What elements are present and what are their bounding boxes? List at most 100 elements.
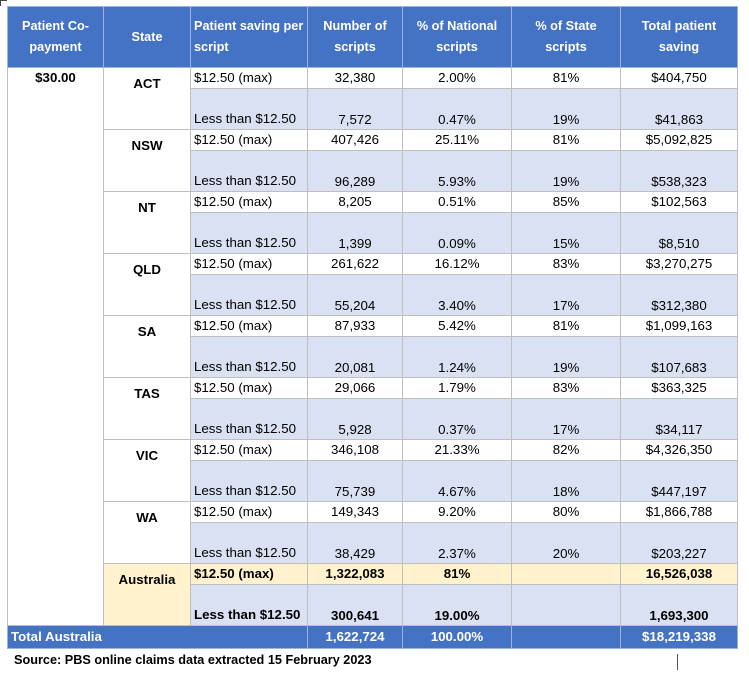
saving-label-max: $12.50 (max) [190, 129, 308, 151]
state-name-cell: NSW [103, 129, 191, 192]
total-saving-cell: $8,510 [620, 212, 738, 254]
header-copay: Patient Co-payment [7, 6, 104, 68]
state-name-cell: NT [103, 191, 191, 254]
state-pct-cell: 83% [511, 377, 621, 399]
state-name-cell: SA [103, 315, 191, 378]
total-saving-cell: $1,099,163 [620, 315, 738, 337]
saving-label-max: $12.50 (max) [190, 191, 308, 213]
scripts-cell: 5,928 [307, 398, 403, 440]
header-saving: Patient saving per script [190, 6, 308, 68]
national-pct-cell: 0.47% [402, 88, 512, 130]
saving-label-max: $12.50 (max) [190, 439, 308, 461]
total-saving-cell: $34,117 [620, 398, 738, 440]
total-saving-cell: $5,092,825 [620, 129, 738, 151]
header-state-pct: % of State scripts [511, 6, 621, 68]
state-pct-cell: 83% [511, 253, 621, 275]
total-saving-cell: $107,683 [620, 336, 738, 378]
national-pct-cell: 0.09% [402, 212, 512, 254]
scripts-cell: 75,739 [307, 460, 403, 502]
state-pct-cell: 17% [511, 274, 621, 316]
header-national: % of National scripts [402, 6, 512, 68]
state-name-cell: VIC [103, 439, 191, 502]
scripts-cell: 407,426 [307, 129, 403, 151]
national-pct-cell: 9.20% [402, 501, 512, 523]
total-saving-cell: $41,863 [620, 88, 738, 130]
saving-label-less-than: Less than $12.50 [190, 460, 308, 502]
total-saving-cell: $1,866,788 [620, 501, 738, 523]
table-row: Less than $12.50 55,204 3.40% 17% $312,380 [8, 274, 738, 316]
state-name-cell: QLD [103, 253, 191, 316]
state-pct-cell: 18% [511, 460, 621, 502]
total-saving-cell: $363,325 [620, 377, 738, 399]
table-row: QLD $12.50 (max) 261,622 16.12% 83% $3,270,27… [8, 253, 738, 316]
scripts-cell: 96,289 [307, 150, 403, 192]
national-pct-cell: 81% [402, 563, 512, 585]
national-pct-cell: 2.37% [402, 522, 512, 564]
scripts-cell: 261,622 [307, 253, 403, 275]
total-label-cell: Total Australia [7, 625, 308, 649]
scripts-cell: 1,399 [307, 212, 403, 254]
table-body: $30.00 ACT $12.50 (max) 32,380 2.00% 81% $404,… [7, 67, 738, 649]
saving-label-less-than: Less than $12.50 [190, 212, 308, 254]
saving-label-less-than: Less than $12.50 [190, 274, 308, 316]
table-row: Less than $12.50 7,572 0.47% 19% $41,863 [8, 88, 738, 130]
total-saving-cell: 16,526,038 [620, 563, 738, 585]
saving-label-less-than: Less than $12.50 [190, 522, 308, 564]
australia-row-max: Australia $12.50 (max) 1,322,083 81% 16,526,… [8, 563, 738, 626]
scripts-cell: 20,081 [307, 336, 403, 378]
total-saving-cell: $538,323 [620, 150, 738, 192]
text-cursor [677, 654, 678, 670]
total-state-pct-cell [511, 625, 621, 649]
total-saving-cell: $18,219,338 [620, 625, 738, 649]
table-row: Less than $12.50 75,739 4.67% 18% $447,197 [8, 460, 738, 502]
scripts-cell: 300,641 [307, 584, 403, 626]
header-total: Total patient saving [620, 6, 738, 68]
scripts-cell: 38,429 [307, 522, 403, 564]
national-pct-cell: 19.00% [402, 584, 512, 626]
table-row: Less than $12.50 38,429 2.37% 20% $203,227 [8, 522, 738, 564]
national-pct-cell: 5.42% [402, 315, 512, 337]
total-australia-row: Total Australia 1,622,724 100.00% $18,219,3… [7, 625, 738, 649]
saving-label-less-than: Less than $12.50 [190, 584, 308, 626]
national-pct-cell: 25.11% [402, 129, 512, 151]
state-pct-cell: 81% [511, 129, 621, 151]
state-pct-cell: 17% [511, 398, 621, 440]
scripts-cell: 29,066 [307, 377, 403, 399]
source-note: Source: PBS online claims data extracted… [14, 653, 372, 667]
table-row: Less than $12.50 96,289 5.93% 19% $538,323 [8, 150, 738, 192]
total-saving-cell: $312,380 [620, 274, 738, 316]
scripts-cell: 32,380 [307, 67, 403, 89]
total-saving-cell: $3,270,275 [620, 253, 738, 275]
state-pct-cell: 20% [511, 522, 621, 564]
scripts-cell: 8,205 [307, 191, 403, 213]
table-row: Less than $12.50 1,399 0.09% 15% $8,510 [8, 212, 738, 254]
scripts-cell: 87,933 [307, 315, 403, 337]
table-row: Less than $12.50 20,081 1.24% 19% $107,683 [8, 336, 738, 378]
saving-label-max: $12.50 (max) [190, 501, 308, 523]
scripts-cell: 1,322,083 [307, 563, 403, 585]
state-pct-cell [511, 563, 621, 585]
total-scripts-cell: 1,622,724 [307, 625, 403, 649]
national-pct-cell: 2.00% [402, 67, 512, 89]
state-pct-cell: 81% [511, 67, 621, 89]
state-pct-cell: 15% [511, 212, 621, 254]
saving-label-max: $12.50 (max) [190, 315, 308, 337]
total-national-cell: 100.00% [402, 625, 512, 649]
scripts-cell: 346,108 [307, 439, 403, 461]
australia-name-cell: Australia [103, 563, 191, 626]
scripts-cell: 55,204 [307, 274, 403, 316]
table-row: TAS $12.50 (max) 29,066 1.79% 83% $363,325 [8, 377, 738, 440]
state-name-cell: TAS [103, 377, 191, 440]
national-pct-cell: 0.51% [402, 191, 512, 213]
copay-value-cell: $30.00 [7, 67, 104, 626]
saving-label-max: $12.50 (max) [190, 563, 308, 585]
header-scripts: Number of scripts [307, 6, 403, 68]
saving-label-max: $12.50 (max) [190, 377, 308, 399]
national-pct-cell: 4.67% [402, 460, 512, 502]
state-pct-cell [511, 584, 621, 626]
saving-label-less-than: Less than $12.50 [190, 336, 308, 378]
national-pct-cell: 5.93% [402, 150, 512, 192]
table-row: SA $12.50 (max) 87,933 5.42% 81% $1,099,163 [8, 315, 738, 378]
state-pct-cell: 19% [511, 150, 621, 192]
table-row: $30.00 ACT $12.50 (max) 32,380 2.00% 81% $404,… [7, 67, 738, 626]
